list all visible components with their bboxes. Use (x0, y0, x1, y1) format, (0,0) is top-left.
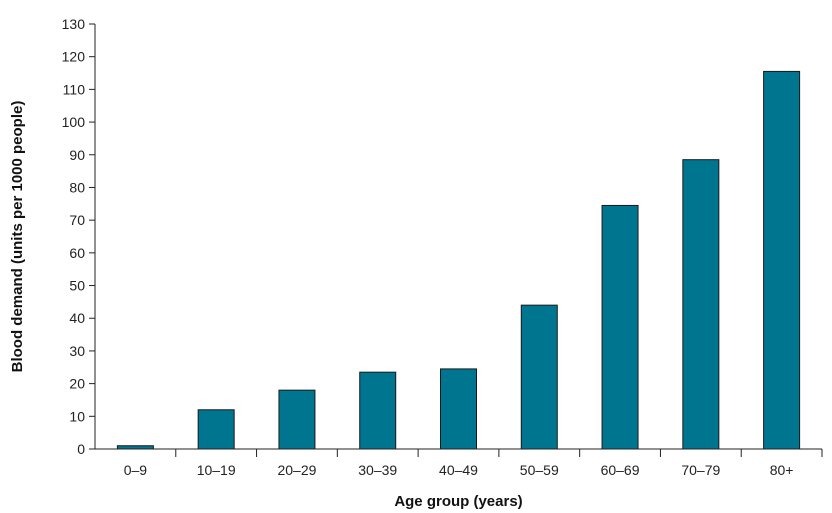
y-tick-label: 120 (62, 49, 86, 65)
bar-6 (601, 204, 639, 450)
y-tick-label: 130 (62, 16, 86, 32)
y-axis-title: Blood demand (units per 1000 people) (9, 101, 26, 373)
y-tick-label: 100 (62, 114, 86, 130)
bar-5 (520, 304, 558, 450)
x-tick-label: 60–69 (601, 462, 640, 478)
y-tick-label: 30 (69, 343, 85, 359)
y-axis-ticks: 0 10 20 30 40 50 60 70 80 90 100 110 120 130 (62, 16, 95, 457)
y-tick-label: 110 (63, 81, 86, 97)
bar-3 (359, 371, 397, 450)
y-tick-label: 20 (69, 376, 85, 392)
bar-8 (763, 70, 801, 450)
bars (116, 70, 801, 450)
bar-2 (278, 389, 316, 450)
y-tick-label: 90 (69, 147, 85, 163)
y-tick-label: 80 (69, 179, 85, 195)
y-tick-label: 0 (77, 441, 85, 457)
x-axis-ticks: 0–9 10–19 20–29 30–39 40–49 50–59 60–69 70–79 80… (124, 449, 823, 478)
y-tick-label: 60 (69, 245, 85, 261)
x-tick-label: 80+ (770, 462, 794, 478)
x-tick-label: 50–59 (520, 462, 559, 478)
x-tick-label: 30–39 (358, 462, 397, 478)
bar-4 (440, 368, 477, 450)
x-axis-title: Age group (years) (394, 493, 522, 510)
x-tick-label: 40–49 (439, 462, 478, 478)
x-tick-label: 0–9 (124, 462, 148, 478)
y-tick-label: 50 (69, 278, 85, 294)
x-tick-label: 70–79 (681, 462, 720, 478)
y-tick-label: 10 (69, 408, 85, 424)
x-tick-label: 10–19 (197, 462, 236, 478)
x-tick-label: 20–29 (277, 462, 316, 478)
y-tick-label: 40 (69, 310, 85, 326)
bar-7 (682, 159, 720, 450)
y-tick-label: 70 (69, 212, 85, 228)
bar-1 (197, 409, 235, 450)
